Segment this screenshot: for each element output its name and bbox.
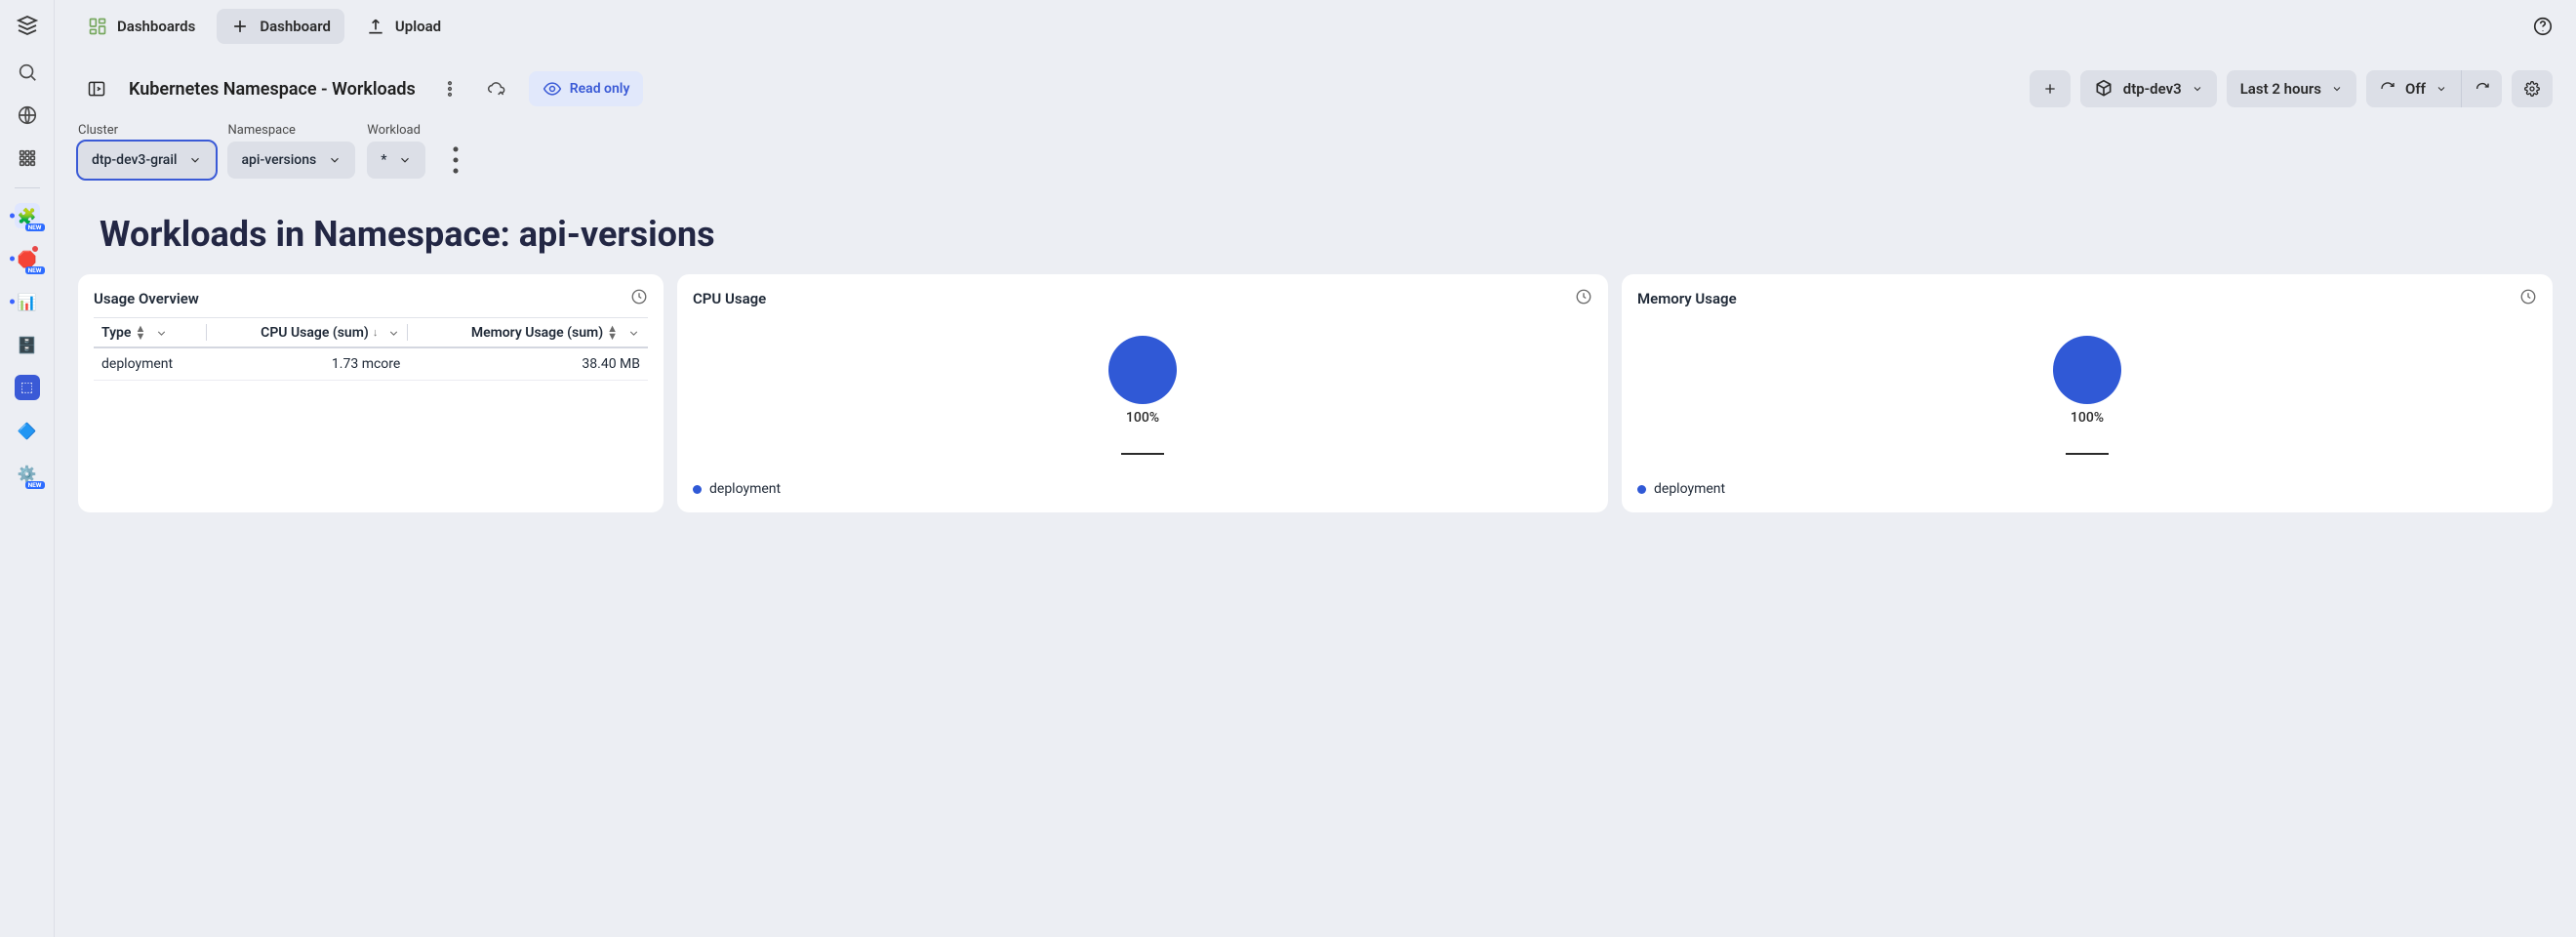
chevron-down-icon[interactable] [387,327,400,340]
apps-grid-icon[interactable] [8,139,47,178]
card-usage-overview: Usage Overview Type ▲▼ [78,274,664,512]
cpu-legend-label: deployment [709,481,781,497]
refresh-button[interactable] [2461,70,2502,107]
kebab-menu-icon[interactable] [431,70,468,107]
rail-app-2[interactable]: 🛑 NEW [8,239,47,278]
mem-donut-chart [2053,336,2121,404]
card-cpu-usage: CPU Usage 100% deployment [677,274,1608,512]
chevron-down-icon [2331,83,2343,95]
legend-swatch [1637,485,1646,494]
rail-app-6[interactable]: 🔷 [8,411,47,450]
breadcrumb-bar: Dashboards Dashboard Upload [55,0,2576,53]
page-heading: Workloads in Namespace: api-versions [100,214,2553,255]
header-bar: Kubernetes Namespace - Workloads Read on… [55,53,2576,117]
refresh-icon [2475,81,2490,97]
chart-baseline [2066,453,2109,455]
clock-icon[interactable] [2519,288,2537,309]
eye-icon [543,79,562,99]
readonly-badge: Read only [529,71,644,106]
card-memory-usage: Memory Usage 100% deployment [1622,274,2553,512]
clock-icon[interactable] [1575,288,1592,309]
mem-donut-pct: 100% [2071,410,2104,426]
rail-app-1[interactable]: 🧩 NEW [8,196,47,235]
filter-workload-select[interactable]: * [367,142,425,179]
rail-app-7[interactable]: ⚙️ NEW [8,454,47,493]
breadcrumb-upload[interactable]: Upload [352,9,455,44]
breadcrumb-dashboard[interactable]: Dashboard [217,9,344,44]
time-range-selector[interactable]: Last 2 hours [2227,70,2356,107]
chevron-down-icon [398,153,412,167]
breadcrumb-dashboards-label: Dashboards [117,18,195,35]
cell-mem: 38.40 MB [408,347,648,381]
readonly-label: Read only [570,81,630,97]
filter-workload-value: * [381,152,386,168]
col-mem[interactable]: Memory Usage (sum) ▲▼ [408,318,648,348]
mem-legend: deployment [1637,481,2537,497]
filter-namespace-value: api-versions [241,152,316,168]
filter-workload-label: Workload [367,123,425,138]
time-range-label: Last 2 hours [2240,80,2321,98]
cpu-donut-chart [1108,336,1177,404]
sort-desc-icon: ↓ [373,329,379,337]
panel-toggle-icon[interactable] [78,70,115,107]
table-row[interactable]: deployment 1.73 mcore 38.40 MB [94,347,648,381]
chevron-down-icon [2192,83,2203,95]
env-selector[interactable]: dtp-dev3 [2080,70,2217,107]
cpu-legend: deployment [693,481,1592,497]
usage-table: Type ▲▼ CPU Usage (sum) ↓ [94,317,648,381]
cloud-sync-icon[interactable] [478,70,515,107]
chevron-down-icon [2435,83,2447,95]
col-cpu[interactable]: CPU Usage (sum) ↓ [207,318,409,348]
chevron-down-icon[interactable] [155,327,168,340]
sort-icon: ▲▼ [135,325,145,340]
rail-separator [15,187,40,188]
rail-app-3[interactable]: 📊 [8,282,47,321]
settings-button[interactable] [2512,70,2553,107]
filter-cluster-select[interactable]: dtp-dev3-grail [78,142,216,179]
cell-cpu: 1.73 mcore [207,347,409,381]
cpu-donut-pct: 100% [1126,410,1159,426]
left-rail: 🧩 NEW 🛑 NEW 📊 🗄️ ⬚ 🔷 ⚙️ NEW [0,0,55,937]
breadcrumb-upload-label: Upload [395,18,441,35]
breadcrumb-dashboard-label: Dashboard [260,18,331,35]
env-selector-label: dtp-dev3 [2123,80,2182,98]
filter-more-icon[interactable] [437,142,474,179]
chart-baseline [1121,453,1164,455]
sort-icon: ▲▼ [607,325,618,340]
gear-icon [2524,81,2540,97]
clock-icon[interactable] [630,288,648,309]
col-type[interactable]: Type ▲▼ [94,318,207,348]
help-icon[interactable] [2523,7,2562,46]
cell-type: deployment [94,347,207,381]
filter-namespace-select[interactable]: api-versions [227,142,355,179]
mem-legend-label: deployment [1654,481,1725,497]
card-cpu-title: CPU Usage [693,290,766,307]
breadcrumb-dashboards[interactable]: Dashboards [74,9,209,44]
filter-cluster-value: dtp-dev3-grail [92,152,177,168]
chevron-down-icon [328,153,342,167]
autorefresh-icon [2380,81,2395,97]
filter-row: Cluster dtp-dev3-grail Namespace api-ver… [55,117,2576,190]
filter-namespace-label: Namespace [227,123,355,138]
app-logo[interactable] [8,6,47,45]
card-usage-overview-title: Usage Overview [94,290,199,307]
add-button[interactable] [2030,70,2071,107]
rail-app-4[interactable]: 🗄️ [8,325,47,364]
chevron-down-icon [188,153,202,167]
world-icon[interactable] [8,96,47,135]
rail-app-5[interactable]: ⬚ [8,368,47,407]
auto-refresh-label: Off [2405,80,2426,98]
search-icon[interactable] [8,53,47,92]
card-mem-title: Memory Usage [1637,290,1737,307]
page-title: Kubernetes Namespace - Workloads [129,79,416,100]
legend-swatch [693,485,702,494]
filter-cluster-label: Cluster [78,123,216,138]
chevron-down-icon[interactable] [627,327,640,340]
auto-refresh-selector[interactable]: Off [2366,70,2461,107]
